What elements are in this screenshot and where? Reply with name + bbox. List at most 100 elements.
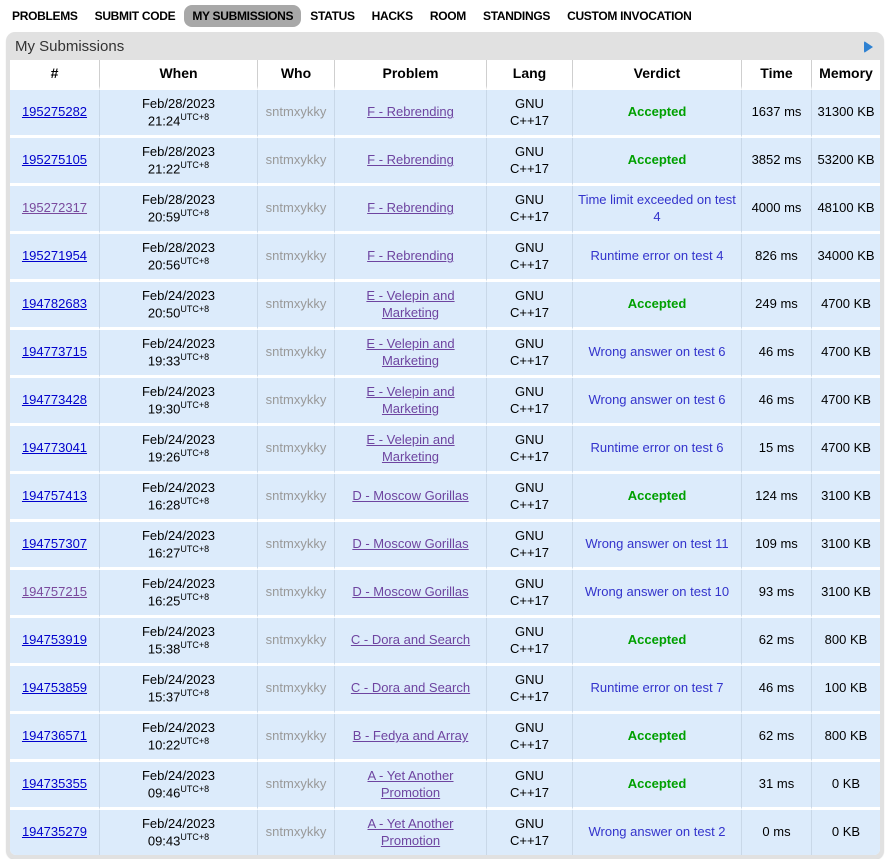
nav-custom-invocation[interactable]: CUSTOM INVOCATION (567, 9, 692, 23)
header-lang: Lang (487, 60, 573, 90)
nav-submit-code[interactable]: SUBMIT CODE (94, 9, 176, 23)
submission-date: Feb/24/2023 (141, 527, 215, 543)
time-cell: 0 ms (742, 810, 812, 855)
memory-cell: 800 KB (812, 714, 880, 762)
lang-cell: GNU C++17 (487, 714, 573, 762)
submission-time: 20:59UTC+8 (147, 207, 210, 225)
submission-id-link[interactable]: 195271954 (21, 248, 88, 264)
submission-id-link[interactable]: 195272317 (21, 200, 88, 216)
submission-id-link[interactable]: 194757215 (21, 584, 88, 600)
submission-id-link[interactable]: 194757307 (21, 536, 88, 552)
problem-link[interactable]: A - Yet Another Promotion (367, 768, 454, 800)
submission-id-cell: 194757215 (10, 570, 100, 618)
language-label: GNU (515, 624, 544, 640)
submission-id-link[interactable]: 194773041 (21, 440, 88, 456)
submission-id-link[interactable]: 195275282 (21, 104, 88, 120)
table-row: 194773428 Feb/24/2023 19:30UTC+8 sntmxykky E… (10, 378, 880, 426)
verdict-text: Wrong answer on test 2 (588, 824, 726, 840)
submission-id-link[interactable]: 194773428 (21, 392, 88, 408)
lang-cell: GNU C++17 (487, 282, 573, 330)
timezone-label: UTC+8 (180, 207, 210, 218)
who-cell: sntmxykky (258, 570, 335, 618)
language-label: GNU (515, 288, 544, 304)
when-cell: Feb/24/2023 15:38UTC+8 (100, 618, 258, 666)
submission-id-link[interactable]: 194782683 (21, 296, 88, 312)
verdict-text: Wrong answer on test 6 (588, 392, 726, 408)
submission-id-link[interactable]: 194735355 (21, 776, 88, 792)
lang-cell: GNU C++17 (487, 426, 573, 474)
language-label: GNU (515, 720, 544, 736)
nav-status[interactable]: STATUS (310, 9, 355, 23)
submission-id-link[interactable]: 194773715 (21, 344, 88, 360)
nav-standings[interactable]: STANDINGS (482, 9, 551, 23)
who-cell: sntmxykky (258, 330, 335, 378)
verdict-cell: Runtime error on test 7 (573, 666, 742, 714)
submission-id-link[interactable]: 194757413 (21, 488, 88, 504)
problem-link[interactable]: F - Rebrending (367, 152, 454, 168)
problem-link[interactable]: E - Velepin and Marketing (366, 432, 455, 464)
lang-cell: GNU C++17 (487, 522, 573, 570)
problem-link[interactable]: D - Moscow Gorillas (352, 536, 469, 552)
problem-cell: D - Moscow Gorillas (335, 570, 487, 618)
problem-link[interactable]: E - Velepin and Marketing (366, 384, 455, 416)
language-label: C++17 (509, 304, 550, 320)
verdict-cell: Accepted (573, 138, 742, 186)
problem-link[interactable]: A - Yet Another Promotion (367, 816, 454, 848)
timezone-label: UTC+8 (180, 591, 210, 602)
submission-date: Feb/28/2023 (141, 143, 215, 159)
who-cell: sntmxykky (258, 234, 335, 282)
when-cell: Feb/28/2023 20:59UTC+8 (100, 186, 258, 234)
language-label: GNU (515, 144, 544, 160)
problem-link[interactable]: C - Dora and Search (350, 632, 471, 648)
submission-date: Feb/24/2023 (141, 575, 215, 591)
memory-cell: 0 KB (812, 762, 880, 810)
memory-cell: 3100 KB (812, 474, 880, 522)
language-label: GNU (515, 768, 544, 784)
nav-hacks[interactable]: HACKS (371, 9, 413, 23)
language-label: C++17 (509, 784, 550, 800)
problem-link[interactable]: F - Rebrending (367, 248, 454, 264)
timezone-label: UTC+8 (180, 735, 210, 746)
who-cell: sntmxykky (258, 666, 335, 714)
verdict-cell: Wrong answer on test 6 (573, 330, 742, 378)
submission-id-link[interactable]: 194753919 (21, 632, 88, 648)
submissions-panel: My Submissions # When Who Problem Lang V… (6, 32, 884, 859)
submission-id-link[interactable]: 194735279 (21, 824, 88, 840)
when-cell: Feb/24/2023 20:50UTC+8 (100, 282, 258, 330)
nav-problems[interactable]: PROBLEMS (12, 9, 78, 23)
language-label: GNU (515, 336, 544, 352)
problem-link[interactable]: D - Moscow Gorillas (352, 488, 469, 504)
submission-id-link[interactable]: 195275105 (21, 152, 88, 168)
submission-id-cell: 195272317 (10, 186, 100, 234)
problem-link[interactable]: C - Dora and Search (350, 680, 471, 696)
table-row: 194782683 Feb/24/2023 20:50UTC+8 sntmxykky E… (10, 282, 880, 330)
nav-room[interactable]: ROOM (429, 9, 466, 23)
timezone-label: UTC+8 (180, 543, 210, 554)
participant-handle: sntmxykky (265, 728, 327, 744)
participant-handle: sntmxykky (265, 680, 327, 696)
expand-arrow-icon[interactable] (864, 40, 873, 53)
panel-title-bar: My Submissions (10, 32, 880, 60)
verdict-text: Runtime error on test 7 (590, 680, 724, 696)
problem-link[interactable]: D - Moscow Gorillas (352, 584, 469, 600)
verdict-cell: Runtime error on test 4 (573, 234, 742, 282)
when-cell: Feb/24/2023 19:33UTC+8 (100, 330, 258, 378)
submission-id-cell: 195275282 (10, 90, 100, 138)
problem-link[interactable]: B - Fedya and Array (352, 728, 469, 744)
submission-id-cell: 194735279 (10, 810, 100, 855)
problem-link[interactable]: E - Velepin and Marketing (366, 288, 455, 320)
problem-cell: D - Moscow Gorillas (335, 522, 487, 570)
submission-id-link[interactable]: 194753859 (21, 680, 88, 696)
submission-id-link[interactable]: 194736571 (21, 728, 88, 744)
timezone-label: UTC+8 (180, 831, 210, 842)
verdict-text: Accepted (627, 152, 687, 168)
nav-my-submissions[interactable]: MY SUBMISSIONS (184, 5, 302, 27)
verdict-cell: Accepted (573, 618, 742, 666)
verdict-cell: Accepted (573, 282, 742, 330)
problem-link[interactable]: F - Rebrending (367, 200, 454, 216)
table-row: 194753919 Feb/24/2023 15:38UTC+8 sntmxykky C… (10, 618, 880, 666)
language-label: C++17 (509, 400, 550, 416)
problem-link[interactable]: E - Velepin and Marketing (366, 336, 455, 368)
timezone-label: UTC+8 (180, 447, 210, 458)
problem-link[interactable]: F - Rebrending (367, 104, 454, 120)
